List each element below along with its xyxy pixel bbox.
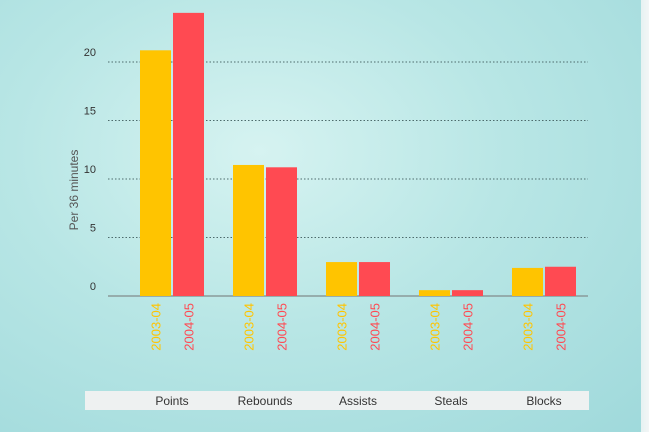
bar-series-label: 2004-05 <box>461 303 476 351</box>
bar-rebounds-2003-04 <box>233 164 264 296</box>
bar-assists-2003-04 <box>326 262 357 296</box>
category-strip <box>85 391 589 410</box>
bar-points-2003-04 <box>140 50 171 296</box>
y-axis-label: Per 36 minutes <box>67 150 81 231</box>
category-label: Steals <box>434 394 467 408</box>
bar-series-label: 2003-04 <box>242 303 257 351</box>
y-tick-label: 10 <box>84 164 96 176</box>
bar-rebounds-2004-05 <box>266 167 297 296</box>
bar-assists-2004-05 <box>359 262 390 296</box>
bar-points-2004-05 <box>173 12 204 297</box>
bar-blocks-2004-05 <box>545 266 576 296</box>
bar-series-label: 2004-05 <box>554 303 569 351</box>
y-tick-label: 5 <box>90 223 96 235</box>
y-tick-label: 0 <box>90 281 96 293</box>
bar-series-label: 2003-04 <box>428 303 443 351</box>
y-tick-label: 20 <box>84 47 96 59</box>
bar-series-label: 2004-05 <box>275 303 290 351</box>
window-edge <box>641 0 649 432</box>
bar-steals-2004-05 <box>452 290 483 296</box>
bar-steals-2003-04 <box>419 290 450 296</box>
category-label: Assists <box>339 394 377 408</box>
bar-series-label: 2004-05 <box>368 303 383 351</box>
bar-series-label: 2003-04 <box>149 303 164 351</box>
category-label: Rebounds <box>238 394 293 408</box>
bar-series-label: 2004-05 <box>182 303 197 351</box>
bar-series-label: 2003-04 <box>335 303 350 351</box>
category-label: Blocks <box>526 394 561 408</box>
bar-series-label: 2003-04 <box>521 303 536 351</box>
y-tick-label: 15 <box>84 106 96 118</box>
bar-blocks-2003-04 <box>512 267 543 296</box>
category-label: Points <box>155 394 188 408</box>
